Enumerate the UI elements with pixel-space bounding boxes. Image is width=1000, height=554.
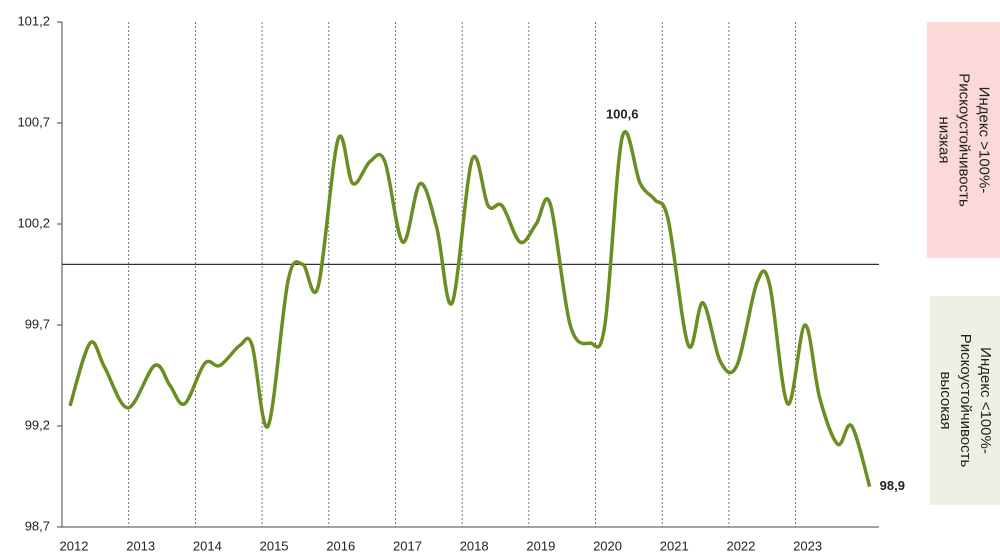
y-tick-label: 100,7 xyxy=(17,114,50,129)
x-tick-label: 2017 xyxy=(393,538,422,553)
value-label: 100,6 xyxy=(606,107,639,122)
side-note-text: Рискоустойчивость xyxy=(956,73,973,207)
x-tick-label: 2012 xyxy=(60,538,89,553)
y-tick-label: 100,2 xyxy=(17,215,50,230)
side-note-box xyxy=(930,296,1000,505)
x-tick-label: 2022 xyxy=(726,538,755,553)
y-tick-label: 101,2 xyxy=(17,13,50,28)
y-tick-label: 99,7 xyxy=(25,316,50,331)
side-note-text: Индекс >100%- xyxy=(976,87,993,194)
side-note-box xyxy=(927,22,1000,258)
side-note-text: низкая xyxy=(936,117,953,164)
y-tick-label: 99,2 xyxy=(25,417,50,432)
x-tick-label: 2013 xyxy=(126,538,155,553)
side-note-text: Индекс <100%- xyxy=(977,347,994,454)
x-tick-label: 2015 xyxy=(260,538,289,553)
side-note-text: Рискоустойчивость xyxy=(957,334,974,468)
data-line xyxy=(68,130,872,488)
x-tick-label: 2021 xyxy=(660,538,689,553)
y-tick-label: 98,7 xyxy=(25,518,50,533)
x-tick-label: 2016 xyxy=(326,538,355,553)
x-tick-label: 2014 xyxy=(193,538,222,553)
value-label: 98,9 xyxy=(880,478,905,493)
x-tick-label: 2023 xyxy=(793,538,822,553)
x-tick-label: 2019 xyxy=(526,538,555,553)
x-tick-label: 2020 xyxy=(593,538,622,553)
side-note-text: высокая xyxy=(937,371,954,429)
x-tick-label: 2018 xyxy=(460,538,489,553)
